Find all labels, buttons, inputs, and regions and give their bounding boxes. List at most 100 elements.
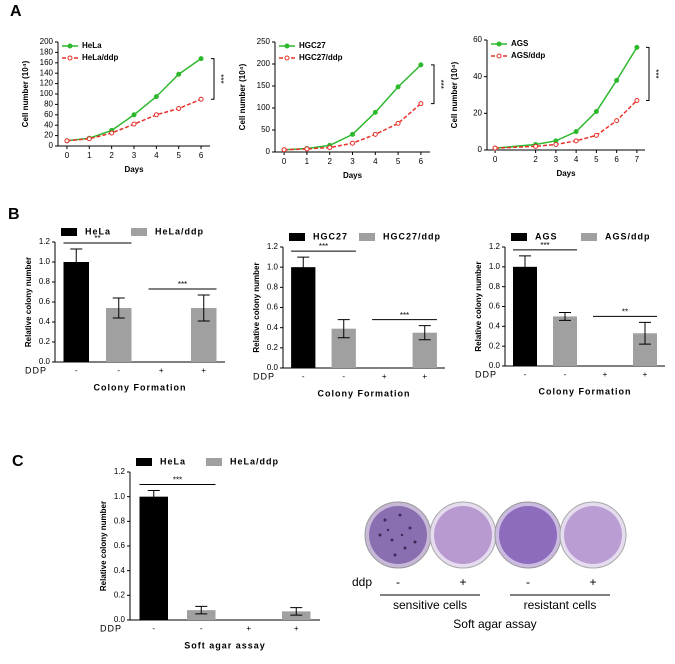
bar [553,316,577,366]
marker [372,109,378,115]
legend-marker [496,53,502,59]
marker [593,109,599,114]
legend-label: HeLa/ddp [230,456,279,466]
y-tick-label: 250 [257,37,271,46]
y-axis-label: Cell number (10⁴) [450,61,459,128]
y-tick-label: 0.4 [267,323,279,332]
y-tick-label: 1.2 [267,242,279,251]
y-tick-label: 20 [44,131,53,140]
y-tick-label: 40 [44,120,53,129]
legend-label: AGS [511,39,529,48]
dish [364,501,432,569]
marker [634,98,640,103]
y-tick-label: 0.6 [489,302,501,311]
y-tick-label: 1.0 [114,492,126,501]
bar [513,266,537,366]
y-tick-label: 0.2 [267,343,279,352]
error-bar [147,490,160,504]
marker [198,56,204,62]
y-tick-label: 1.2 [489,242,501,251]
photo-sign: + [589,575,596,589]
error-bar [418,325,431,341]
marker [131,112,137,118]
panel-label: A [10,3,22,20]
marker [634,44,640,50]
y-tick-label: 0.0 [267,363,279,372]
y-tick-label: 0 [266,147,271,156]
bar [282,611,311,620]
dish-well [434,506,492,564]
y-tick-label: 1.0 [39,257,51,266]
error-bar [519,255,531,279]
marker [573,138,579,144]
x-tick-label: 3 [554,155,559,164]
marker [153,94,159,100]
marker [372,131,378,137]
category-label: - [75,366,78,375]
category-label: + [603,370,608,379]
x-tick-label: 4 [373,157,378,166]
photo-panel: ddp - + - + sensitive cells resistant ce… [352,501,627,631]
group-label: resistant cells [524,598,597,612]
significance-label: *** [400,311,409,320]
category-row-label: DDP [25,365,47,375]
y-tick-label: 180 [40,48,54,57]
category-label: - [117,366,120,375]
y-tick-label: 1.0 [489,262,501,271]
y-tick-label: 0.6 [267,303,279,312]
legend-label: HeLa/ddp [155,226,204,236]
x-axis-label: Soft agar assay [184,640,266,650]
y-tick-label: 200 [257,59,271,68]
significance-label: *** [319,242,328,251]
x-tick-label: 0 [282,157,287,166]
x-tick-label: 7 [635,155,640,164]
x-tick-label: 2 [533,155,538,164]
x-axis-label: Colony Formation [94,382,187,392]
x-tick-label: 1 [305,157,310,166]
y-tick-label: 1.0 [267,262,279,271]
marker [198,96,204,102]
y-tick-label: 0.2 [489,341,501,350]
x-tick-label: 3 [132,151,137,160]
series-line [495,46,638,149]
y-tick-label: 1.2 [39,237,51,246]
marker [64,138,70,144]
significance-label: *** [178,280,187,289]
photo-row-label: ddp [352,575,372,589]
marker [395,84,401,90]
photo-sign: + [459,575,466,589]
marker [395,120,401,126]
legend-marker [284,43,290,49]
y-tick-label: 100 [40,89,54,98]
marker [614,77,620,83]
y-tick-label: 0 [49,141,54,150]
marker [86,136,92,142]
bar [139,496,168,620]
panel-label: C [12,453,24,470]
x-tick-label: 0 [65,151,70,160]
x-axis-label: Days [556,169,576,178]
y-tick-label: 1.2 [114,467,126,476]
marker [614,118,620,124]
photo-sign: - [396,575,400,589]
marker [176,71,182,77]
marker [304,146,310,152]
category-label: + [201,366,206,375]
x-tick-label: 3 [350,157,355,166]
marker [573,129,579,135]
y-axis-label: Relative colony number [474,261,483,351]
x-tick-label: 4 [574,155,579,164]
y-tick-label: 50 [261,125,270,134]
error-bar [639,321,651,345]
x-tick-label: 6 [419,157,424,166]
y-tick-label: 60 [473,35,482,44]
group-label: sensitive cells [393,598,467,612]
error-bar [197,294,210,322]
legend-swatch [61,228,77,236]
x-tick-label: 5 [176,151,181,160]
series-line [495,99,638,149]
category-label: - [342,372,345,381]
error-bar [112,297,125,319]
legend-label: HeLa [160,456,186,466]
x-tick-label: 2 [327,157,332,166]
